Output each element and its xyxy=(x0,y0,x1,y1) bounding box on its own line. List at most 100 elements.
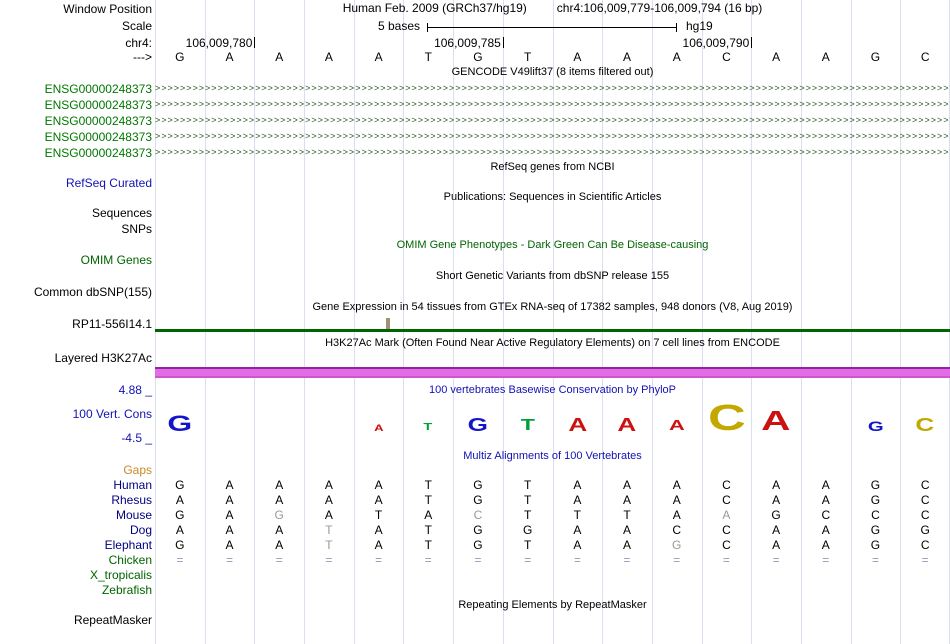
alignment-base: = xyxy=(474,553,482,567)
alignment-base: C xyxy=(722,538,731,552)
track-label-refseq-curated[interactable]: RefSeq Curated xyxy=(65,176,152,190)
track-title-h3k27ac[interactable]: H3K27Ac Mark (Often Found Near Active Re… xyxy=(325,337,780,349)
track-label-snps[interactable]: SNPs xyxy=(121,222,152,236)
track-title-gencode[interactable]: GENCODE V49lift37 (8 items filtered out) xyxy=(451,66,654,78)
alignment-base: A xyxy=(324,478,333,492)
sequence-base-letter: T xyxy=(523,50,532,64)
alignment-base: G xyxy=(522,523,533,537)
track-title-omim[interactable]: OMIM Gene Phenotypes - Dark Green Can Be… xyxy=(396,239,709,251)
alignment-base: = xyxy=(176,553,184,567)
track-label-common-dbsnp[interactable]: Common dbSNP(155) xyxy=(33,285,152,299)
alignment-base: A xyxy=(623,523,632,537)
species-label[interactable]: Mouse xyxy=(115,508,152,522)
chromosome-label: chr4: xyxy=(125,36,152,50)
gridline xyxy=(304,0,306,644)
alignment-base: G xyxy=(175,538,185,552)
gridline xyxy=(850,0,852,644)
species-label[interactable]: Zebrafish xyxy=(101,583,152,597)
coordinate-tick xyxy=(751,37,753,48)
coordinate-number: 106,009,780 xyxy=(185,36,253,50)
alignment-base: C xyxy=(722,478,731,492)
alignment-base: A xyxy=(424,508,433,522)
alignment-base: = xyxy=(325,553,333,567)
track-label-omim-genes[interactable]: OMIM Genes xyxy=(80,253,152,267)
alignment-base: G xyxy=(870,538,881,552)
gencode-gene-label[interactable]: ENSG00000248373 xyxy=(44,98,152,112)
gridline xyxy=(353,0,355,644)
assembly-name: Human Feb. 2009 (GRCh37/hg19) xyxy=(342,1,527,15)
gridline xyxy=(155,0,156,644)
alignment-base: A xyxy=(225,478,234,492)
alignment-base: C xyxy=(920,493,930,507)
gencode-gene-arrows: >>>>>>>>>>>>>>>>>>>>>>>>>>>>>>>>>>>>>>>>… xyxy=(155,131,950,141)
gencode-gene-label[interactable]: ENSG00000248373 xyxy=(44,146,152,160)
alignment-base: G xyxy=(274,508,284,522)
track-label-repeatmasker[interactable]: RepeatMasker xyxy=(73,613,152,627)
track-title-repeatmasker[interactable]: Repeating Elements by RepeatMasker xyxy=(458,599,647,611)
gencode-gene-label[interactable]: ENSG00000248373 xyxy=(44,114,152,128)
gridline xyxy=(900,0,902,644)
alignment-base: G xyxy=(175,478,185,492)
conservation-logo-letter: G xyxy=(867,418,884,435)
alignment-base: A xyxy=(275,493,284,507)
alignment-base: T xyxy=(573,508,582,522)
alignment-base: A xyxy=(821,538,830,552)
track-title-publications[interactable]: Publications: Sequences in Scientific Ar… xyxy=(443,191,662,203)
species-label[interactable]: X_tropicalis xyxy=(89,568,152,582)
sequence-base-letter: C xyxy=(920,50,930,64)
alignment-base: A xyxy=(821,478,830,492)
alignment-base: = xyxy=(375,553,383,567)
gencode-gene-label[interactable]: ENSG00000248373 xyxy=(44,130,152,144)
track-title-dbsnp[interactable]: Short Genetic Variants from dbSNP releas… xyxy=(435,270,670,282)
sequence-base-letter: A xyxy=(623,50,632,64)
conservation-logo-letter: A xyxy=(617,414,637,435)
track-title-multiz[interactable]: Multiz Alignments of 100 Vertebrates xyxy=(463,450,642,462)
scale-value: 5 bases xyxy=(377,19,420,33)
scale-bar xyxy=(427,27,676,28)
coordinate-number: 106,009,785 xyxy=(434,36,501,50)
conservation-logo-letter: G xyxy=(467,414,489,435)
sequence-base-letter: T xyxy=(424,50,432,64)
coordinate-number: 106,009,790 xyxy=(682,36,750,50)
alignment-base: C xyxy=(672,523,682,537)
conservation-logo-letter: A xyxy=(567,414,587,435)
species-label[interactable]: Elephant xyxy=(104,538,152,552)
alignment-base: T xyxy=(523,478,532,492)
alignment-base: A xyxy=(672,493,681,507)
alignment-base: C xyxy=(920,538,930,552)
track-label-gtex-gene[interactable]: RP11-556I14.1 xyxy=(72,317,152,331)
gridline xyxy=(800,0,802,644)
gridline xyxy=(453,0,455,644)
track-title-gtex[interactable]: Gene Expression in 54 tissues from GTEx … xyxy=(312,301,793,313)
alignment-base: T xyxy=(523,538,532,552)
species-label[interactable]: Human xyxy=(113,478,152,492)
alignment-base: = xyxy=(573,553,581,567)
genome-position-title: Human Feb. 2009 (GRCh37/hg19) chr4:106,00… xyxy=(155,2,950,15)
track-label-sequences[interactable]: Sequences xyxy=(91,206,152,220)
track-label-h3k27ac[interactable]: Layered H3K27Ac xyxy=(54,351,152,365)
alignment-base: G xyxy=(473,538,483,552)
alignment-base: G xyxy=(175,508,185,522)
species-label[interactable]: Chicken xyxy=(108,553,152,567)
track-title-conservation[interactable]: 100 vertebrates Basewise Conservation by… xyxy=(428,384,677,396)
alignment-base: T xyxy=(523,493,532,507)
species-label[interactable]: Dog xyxy=(129,523,152,537)
gencode-gene-label[interactable]: ENSG00000248373 xyxy=(44,82,152,96)
track-title-refseq[interactable]: RefSeq genes from NCBI xyxy=(490,161,615,173)
sequence-base-letter: G xyxy=(473,50,483,64)
alignment-base: T xyxy=(374,508,383,522)
alignment-base: C xyxy=(920,508,930,522)
conservation-logo-letter: C xyxy=(707,396,746,438)
species-label[interactable]: Rhesus xyxy=(111,493,152,507)
alignment-base: A xyxy=(573,478,582,492)
scale-bar-left-tick xyxy=(427,23,428,32)
alignment-base: = xyxy=(275,553,283,567)
alignment-base: G xyxy=(870,478,881,492)
conservation-logo-letter: A xyxy=(373,422,384,433)
track-label-gaps[interactable]: Gaps xyxy=(123,463,152,477)
alignment-base: A xyxy=(672,478,681,492)
track-label-conservation[interactable]: 100 Vert. Cons xyxy=(72,407,152,421)
